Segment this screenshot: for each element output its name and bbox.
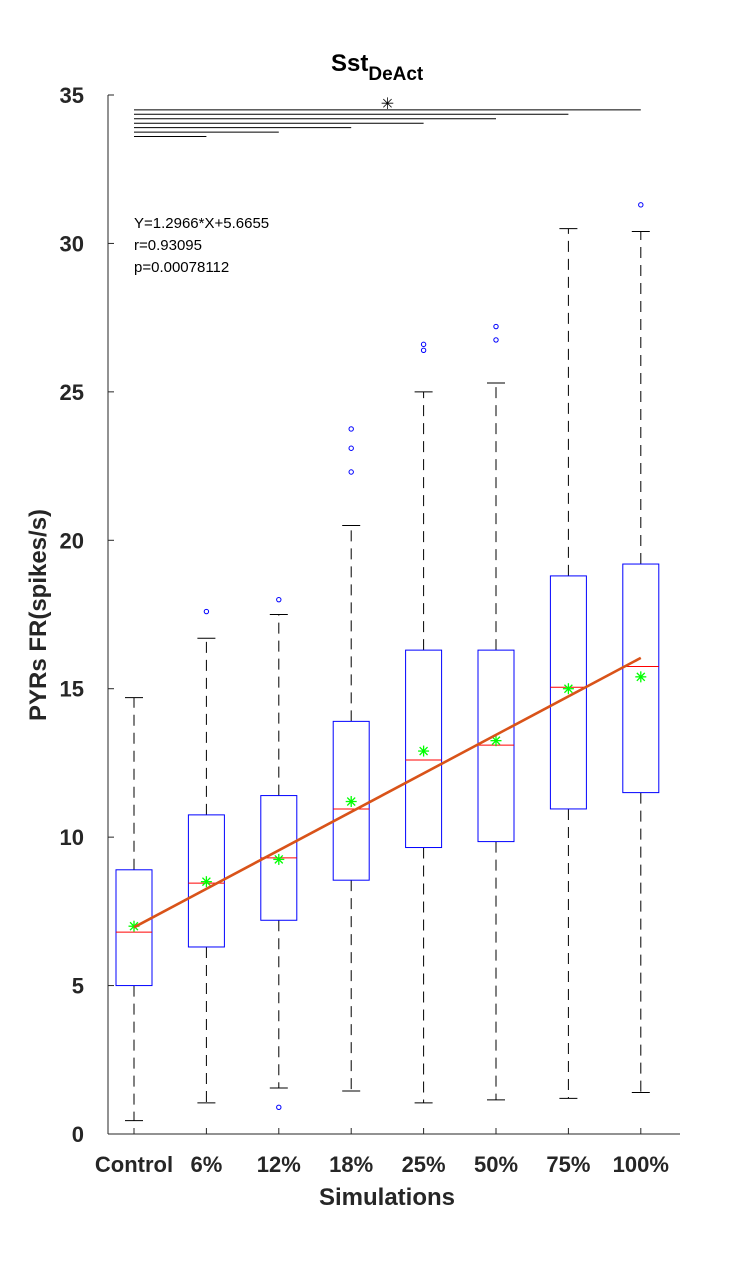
outlier-point [348, 445, 354, 451]
mean-marker [635, 671, 647, 683]
x-tick-label: 18% [329, 1152, 373, 1177]
axes: 0 5 10 15 20 25 30 35 Control 6% 12% 18% 25% 50% 75% 10… [60, 83, 680, 1177]
box-iqr [115, 869, 153, 987]
outlier-point [493, 337, 499, 343]
mean-marker-stroke [346, 797, 356, 806]
box-6 [549, 228, 587, 1099]
box-iqr [332, 720, 370, 881]
chart-title-main: Sst [331, 50, 368, 77]
y-tick-label: 0 [72, 1122, 84, 1147]
y-tick-label: 5 [72, 974, 84, 999]
mean-marker [562, 683, 574, 695]
outlier-point [420, 347, 427, 353]
box-3 [332, 426, 370, 1092]
y-tick-label: 15 [60, 677, 84, 702]
mean-marker-stroke [636, 672, 646, 682]
x-axis-label: Simulations [319, 1184, 455, 1211]
mean-marker [418, 745, 430, 757]
annotation-line: p=0.00078112 [134, 259, 229, 276]
box-iqr [622, 563, 660, 794]
annotation-line: Y=1.2966*X+5.6655 [134, 215, 269, 232]
mean-marker [200, 876, 212, 888]
mean-marker-stroke [491, 736, 501, 746]
box-iqr [549, 575, 587, 810]
mean-marker [490, 735, 502, 747]
mean-marker-stroke [274, 854, 284, 864]
y-tick-label: 10 [60, 825, 84, 850]
box-2 [260, 596, 298, 1110]
mean-marker [345, 796, 357, 808]
y-tick-label: 25 [60, 380, 84, 405]
outlier-point [493, 323, 499, 330]
y-tick-label: 20 [60, 528, 84, 553]
box-7 [622, 202, 660, 1093]
y-tick-label: 35 [60, 83, 84, 108]
box-1 [187, 608, 225, 1104]
outlier-point [348, 426, 354, 432]
x-tick-label: Control [95, 1152, 173, 1177]
mean-marker-stroke [201, 877, 211, 887]
annotation-line: r=0.93095 [134, 237, 202, 254]
x-tick-label: 75% [546, 1152, 590, 1177]
regression-annotation: Y=1.2966*X+5.6655 r=0.93095 p=0.00078112 [134, 215, 269, 276]
x-tick-label: 50% [474, 1152, 518, 1177]
significance-bars: ✳ [134, 96, 641, 138]
outlier-point [276, 1104, 282, 1110]
y-tick-label: 30 [60, 231, 84, 256]
y-axis-label: PYRs FR(spikes/s) [25, 509, 52, 721]
x-tick-label: 100% [613, 1152, 669, 1177]
regression-fit-line [133, 656, 642, 929]
x-tick-label: 25% [402, 1152, 446, 1177]
outlier-point [203, 608, 210, 615]
box-iqr [187, 814, 225, 948]
x-tick-label: 12% [257, 1152, 301, 1177]
box-iqr [405, 649, 443, 849]
chart-title-subscript: DeAct [368, 64, 424, 85]
chart-title: SstDeAct [331, 50, 424, 85]
outlier-point [638, 202, 644, 208]
mean-marker [273, 853, 285, 865]
fit-line-layer [133, 656, 642, 929]
outlier-point [276, 596, 282, 603]
mean-marker-stroke [419, 746, 429, 756]
significance-marker: ✳ [381, 96, 394, 113]
x-tick-label: 6% [191, 1152, 223, 1177]
outlier-point [420, 341, 427, 348]
mean-marker-stroke [563, 684, 573, 694]
outlier-point [348, 469, 354, 475]
box-4 [405, 341, 443, 1104]
